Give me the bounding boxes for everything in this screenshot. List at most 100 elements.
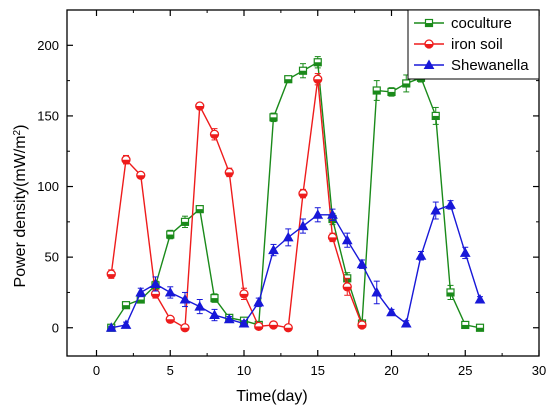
data-point [105,322,117,332]
series-line [110,61,481,329]
legend-marker [424,39,434,49]
marker-circle-fill [240,293,248,298]
data-point [312,209,324,219]
data-point [284,75,293,84]
marker-triangle [459,247,471,257]
marker-square-fill [166,234,174,239]
marker-square-fill [373,90,381,94]
marker-triangle [223,313,235,324]
marker-triangle [120,319,132,329]
marker-circle-fill [254,326,263,331]
marker-circle-fill [195,106,204,111]
data-point [356,258,368,269]
marker-triangle [356,258,368,269]
marker-circle-fill [122,159,130,164]
y-tick-label: 100 [37,179,59,194]
data-point [459,247,471,257]
x-tick-label: 10 [237,363,251,378]
marker-circle-fill [343,286,352,291]
marker-triangle [105,322,117,332]
y-tick-label: 200 [37,38,59,53]
y-tick-label: 0 [52,320,59,335]
marker-circle-fill [166,319,175,324]
marker-square-fill [432,115,440,120]
marker-triangle [164,286,176,297]
data-point [415,250,427,260]
marker-circle-fill [284,327,293,332]
data-point [298,188,308,199]
data-point [283,323,293,333]
y-axis-label-main: Power density(mW/m [12,135,29,287]
marker-triangle [327,209,338,219]
marker-triangle [445,199,456,209]
marker-circle-fill [425,44,433,48]
marker-triangle [194,301,206,311]
marker-square-fill [314,62,322,66]
marker-triangle [312,209,324,219]
marker-square-fill [211,298,218,302]
data-point [342,282,352,292]
plot-area [66,9,540,357]
legend-item: iron soil [414,36,503,53]
x-tick-label: 0 [93,363,100,378]
data-point [120,319,132,329]
marker-triangle [341,234,353,245]
marker-circle-fill [313,79,322,84]
data-point [209,129,220,139]
series-coculture [107,56,485,332]
marker-triangle [238,317,250,328]
marker-square-fill [181,221,189,226]
marker-circle-fill [358,324,366,329]
marker-circle-fill [136,175,145,180]
y-axis-label-close: ) [12,125,29,130]
data-point [253,296,265,307]
x-tick-label: 15 [311,363,325,378]
marker-triangle [253,296,265,307]
data-point [327,232,338,243]
legend-marker [424,18,434,28]
data-point [210,293,219,303]
x-tick-label: 30 [532,363,546,378]
marker-circle-fill [151,293,160,298]
data-point [341,234,353,245]
data-point [150,278,161,288]
data-point [445,199,456,209]
marker-circle-fill [107,274,116,279]
data-point [209,309,220,320]
legend-label: Shewanella [451,57,529,74]
data-point [268,320,279,330]
legend-label: iron soil [451,36,503,53]
data-point [446,288,455,297]
legend-item: coculture [414,15,512,32]
x-tick-label: 25 [458,363,472,378]
marker-square-fill [137,299,145,304]
y-tick-label: 50 [45,250,59,265]
marker-square-fill [196,209,204,213]
marker-triangle [179,293,191,304]
marker-circle-fill [181,327,189,332]
marker-triangle [415,250,427,260]
marker-square-fill [284,79,292,83]
marker-square-fill [461,324,469,329]
data-point [179,293,191,304]
data-point [268,244,279,255]
data-point [461,320,470,330]
data-point [298,66,308,75]
data-point [313,58,322,67]
x-axis-label: Time(day) [236,388,307,405]
data-point [402,79,411,88]
marker-triangle [268,244,279,255]
marker-square-fill [402,83,410,87]
marker-triangle [150,278,161,288]
data-point [165,314,175,324]
data-point [282,231,294,242]
marker-square-fill [425,23,433,27]
data-point [166,230,175,239]
marker-triangle [423,59,435,69]
data-point [313,74,323,84]
marker-triangle [474,293,486,304]
data-point [121,301,131,310]
data-point [431,111,440,121]
series-layer [105,56,486,333]
